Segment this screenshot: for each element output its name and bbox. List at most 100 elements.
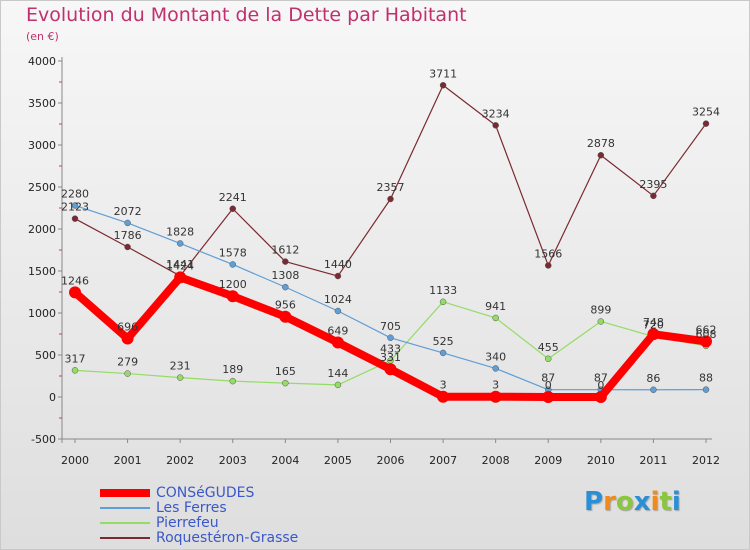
logo-letter: r xyxy=(603,487,616,517)
legend-label: Les Ferres xyxy=(156,500,227,516)
x-tick-label: 2012 xyxy=(692,454,720,467)
data-label: 331 xyxy=(380,351,401,364)
data-point xyxy=(124,370,131,377)
x-tick-label: 2004 xyxy=(271,454,299,467)
data-label: 317 xyxy=(65,352,86,365)
data-label: 748 xyxy=(643,316,664,329)
data-point xyxy=(229,205,236,213)
data-label: 2357 xyxy=(377,181,405,194)
data-point xyxy=(121,332,134,345)
chart-legend: CONSéGUDES Les Ferres Pierrefeu Roquestéron… xyxy=(100,486,298,546)
legend-item: Les Ferres xyxy=(100,501,298,516)
data-point xyxy=(650,386,657,394)
data-point xyxy=(69,286,81,299)
data-point xyxy=(439,349,447,357)
data-label: 1246 xyxy=(61,274,89,287)
y-tick-label: 3000 xyxy=(28,139,56,152)
data-label: 2072 xyxy=(114,205,142,218)
legend-label: Roquestéron-Grasse xyxy=(156,530,299,546)
data-point xyxy=(229,261,236,268)
data-label: 2280 xyxy=(61,187,89,200)
data-point xyxy=(176,374,184,381)
x-tick-label: 2010 xyxy=(587,454,615,467)
data-point xyxy=(492,365,499,372)
y-tick-label: 1500 xyxy=(28,265,56,278)
legend-swatch xyxy=(100,489,150,497)
data-point xyxy=(71,202,79,209)
legend-swatch xyxy=(100,507,150,509)
y-tick-label: 4000 xyxy=(28,55,56,68)
chart-subtitle: (en €) xyxy=(26,30,59,43)
logo-letter: i xyxy=(650,487,660,517)
data-label: 1566 xyxy=(534,247,562,260)
logo-letter: t xyxy=(659,487,672,517)
data-point xyxy=(282,379,289,387)
x-tick-label: 2002 xyxy=(166,454,194,467)
data-label: 279 xyxy=(117,356,138,369)
data-point xyxy=(282,258,289,265)
data-label: 1424 xyxy=(166,259,194,272)
legend-item: Roquestéron-Grasse xyxy=(100,531,298,546)
data-point xyxy=(174,271,187,284)
proxiti-logo: Proxiti xyxy=(584,487,681,517)
data-label: 720 xyxy=(643,319,664,332)
data-point xyxy=(334,272,342,280)
y-tick-label: 0 xyxy=(49,391,56,404)
data-point xyxy=(124,219,131,227)
data-point xyxy=(545,355,552,363)
data-label: 899 xyxy=(590,303,611,316)
data-point xyxy=(594,391,607,403)
x-tick-label: 2011 xyxy=(639,454,667,467)
data-label: 88 xyxy=(699,372,713,385)
data-label: 433 xyxy=(380,343,401,356)
logo-letter: P xyxy=(584,487,604,517)
logo-letter: i xyxy=(671,487,681,517)
chart-title: Evolution du Montant de la Dette par Hab… xyxy=(26,4,467,26)
x-tick-label: 2008 xyxy=(482,454,510,467)
data-label: 231 xyxy=(170,360,191,373)
data-point xyxy=(124,243,131,251)
x-tick-label: 2007 xyxy=(429,454,457,467)
data-label: 3711 xyxy=(429,67,457,80)
data-label: 144 xyxy=(327,367,348,380)
x-tick-label: 2003 xyxy=(219,454,247,467)
logo-letter: x xyxy=(633,487,651,517)
data-point xyxy=(331,336,344,349)
data-label: 649 xyxy=(327,324,348,337)
data-label: 0 xyxy=(545,379,552,392)
data-label: 3254 xyxy=(692,106,720,119)
data-label: 2123 xyxy=(61,201,89,214)
data-point xyxy=(702,120,710,127)
data-label: 340 xyxy=(485,350,506,363)
data-label: 941 xyxy=(485,300,506,313)
legend-label: Pierrefeu xyxy=(156,515,219,531)
data-label: 525 xyxy=(433,335,454,348)
data-point xyxy=(545,262,552,269)
data-label: 3234 xyxy=(482,107,510,120)
x-tick-label: 2001 xyxy=(114,454,142,467)
data-point xyxy=(387,334,394,342)
legend-label: CONSéGUDES xyxy=(156,485,255,501)
data-point xyxy=(279,310,292,323)
data-label: 189 xyxy=(222,363,243,376)
data-point xyxy=(226,290,239,303)
data-label: 1786 xyxy=(114,229,142,242)
y-tick-label: 2000 xyxy=(28,223,56,236)
data-point xyxy=(176,240,184,247)
data-label: 1828 xyxy=(166,225,194,238)
data-label: 662 xyxy=(696,323,717,336)
data-label: 1578 xyxy=(219,246,247,259)
y-tick-label: -500 xyxy=(31,433,56,446)
data-point xyxy=(71,367,79,374)
data-point xyxy=(597,151,605,159)
data-label: 87 xyxy=(594,372,608,385)
data-label: 696 xyxy=(117,321,138,334)
logo-letter: o xyxy=(615,487,634,517)
data-label: 2241 xyxy=(219,191,247,204)
data-point xyxy=(489,390,502,403)
data-label: 1200 xyxy=(219,278,247,291)
data-point xyxy=(334,307,342,315)
x-tick-label: 2006 xyxy=(377,454,405,467)
